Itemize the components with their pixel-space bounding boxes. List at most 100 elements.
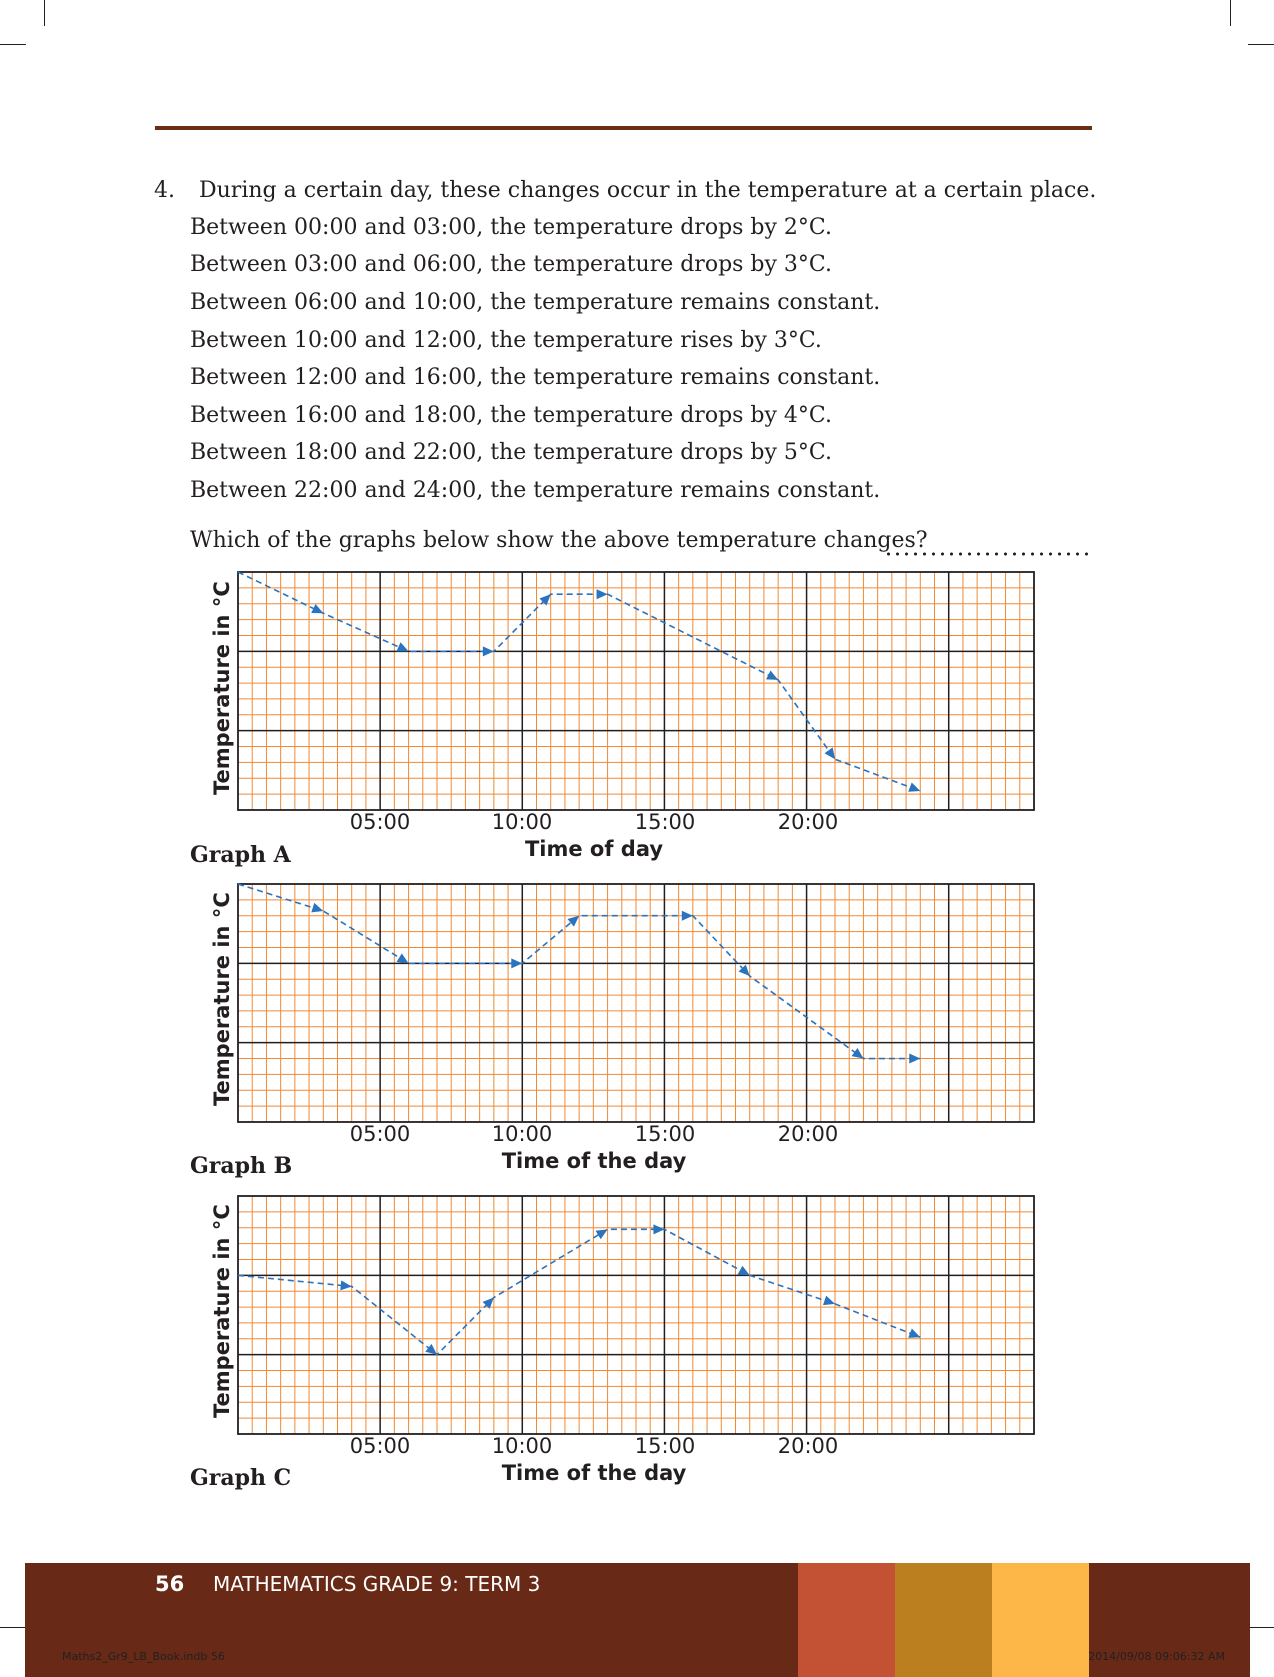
- data-point-arrow: [567, 915, 580, 927]
- statement: Between 03:00 and 06:00, the temperature…: [190, 252, 832, 277]
- arrow-head: [909, 1053, 921, 1064]
- graph-a-plot: [237, 571, 1035, 811]
- statement: Between 16:00 and 18:00, the temperature…: [190, 403, 832, 428]
- x-tick-label: 20:00: [777, 1122, 839, 1146]
- statement: Between 06:00 and 10:00, the temperature…: [190, 290, 881, 315]
- footer-color-block: [798, 1563, 895, 1677]
- answer-line[interactable]: [884, 552, 1092, 556]
- x-tick-label: 10:00: [491, 1434, 553, 1458]
- arrow-head: [567, 915, 580, 927]
- print-slug-date: 2014/09/08 09:06:32 AM: [1088, 1650, 1225, 1663]
- question-intro-line: 4. During a certain day, these changes o…: [154, 178, 1096, 204]
- arrow-head: [539, 594, 551, 606]
- question-intro: During a certain day, these changes occu…: [199, 178, 1097, 203]
- x-tick-label: 05:00: [349, 810, 411, 834]
- top-rule: [155, 126, 1092, 130]
- arrow-head: [482, 646, 494, 657]
- data-point-arrow: [340, 1280, 352, 1291]
- x-tick-label: 10:00: [491, 1122, 553, 1146]
- page-number: 56: [155, 1572, 185, 1596]
- arrow-head: [482, 1297, 494, 1309]
- graph-b-plot: [237, 883, 1035, 1123]
- statement: Between 10:00 and 12:00, the temperature…: [190, 328, 822, 353]
- graph-title: Graph A: [190, 842, 291, 868]
- data-point-arrow: [908, 1328, 921, 1338]
- footer-color-block: [992, 1563, 1089, 1677]
- arrow-head: [340, 1280, 352, 1291]
- data-point-arrow: [511, 958, 523, 969]
- data-point-arrow: [596, 589, 608, 600]
- running-footer-title: MATHEMATICS GRADE 9: TERM 3: [213, 1572, 541, 1596]
- x-tick-label: 15:00: [634, 1122, 696, 1146]
- arrow-head: [396, 642, 409, 652]
- data-point-arrow: [909, 1053, 921, 1064]
- plot-frame: [237, 571, 1035, 811]
- x-tick-label: 20:00: [777, 810, 839, 834]
- x-tick-label: 05:00: [349, 1122, 411, 1146]
- arrow-head: [653, 1224, 665, 1235]
- print-slug-file: Maths2_Gr9_LB_Book.indb 56: [62, 1650, 225, 1663]
- data-point-arrow: [482, 1297, 494, 1309]
- x-tick-label: 15:00: [634, 1434, 696, 1458]
- arrow-head: [396, 953, 409, 964]
- data-point-arrow: [482, 646, 494, 657]
- crop-mark: [44, 0, 45, 26]
- plot-frame: [237, 883, 1035, 1123]
- y-axis-label: Temperature in °C: [210, 1204, 234, 1418]
- arrow-head: [738, 964, 750, 977]
- graph-title: Graph C: [190, 1465, 292, 1491]
- arrow-head: [595, 1229, 608, 1240]
- temperature-line: [237, 883, 921, 1060]
- arrow-head: [824, 747, 835, 760]
- question-number: 4.: [154, 178, 175, 203]
- graph-title: Graph B: [190, 1153, 293, 1179]
- footer-color-block: [895, 1563, 992, 1677]
- data-point-arrow: [396, 642, 409, 652]
- data-point-arrow: [851, 1048, 864, 1059]
- arrow-head: [908, 1328, 921, 1338]
- statement: Between 00:00 and 03:00, the temperature…: [190, 215, 832, 240]
- crop-mark: [0, 1627, 44, 1628]
- x-tick-label: 20:00: [777, 1434, 839, 1458]
- x-tick-label: 10:00: [491, 810, 553, 834]
- data-point-arrow: [425, 1343, 437, 1355]
- footer-band: [25, 1563, 1250, 1677]
- data-point-arrow: [822, 1295, 835, 1306]
- arrow-head: [822, 1295, 835, 1306]
- data-point-arrow: [539, 594, 551, 606]
- crop-mark: [0, 44, 26, 45]
- x-axis-label: Time of the day: [501, 1461, 687, 1485]
- data-point-arrow: [595, 1229, 608, 1240]
- data-point-arrow: [681, 910, 693, 921]
- x-tick-label: 05:00: [349, 1434, 411, 1458]
- data-point-arrow: [738, 964, 750, 977]
- statement: Between 12:00 and 16:00, the temperature…: [190, 365, 881, 390]
- data-point-arrow: [396, 953, 409, 964]
- crop-mark: [1248, 44, 1274, 45]
- x-axis-label: Time of day: [524, 837, 664, 861]
- arrow-head: [425, 1343, 437, 1355]
- x-axis-label: Time of the day: [501, 1149, 687, 1173]
- statement: Between 22:00 and 24:00, the temperature…: [190, 478, 881, 503]
- data-point-arrow: [653, 1224, 665, 1235]
- data-point-arrow: [737, 1265, 750, 1276]
- x-tick-label: 15:00: [634, 810, 696, 834]
- arrow-head: [681, 910, 693, 921]
- arrow-head: [596, 589, 608, 600]
- data-point-arrow: [766, 670, 779, 680]
- arrow-head: [908, 782, 921, 792]
- data-point-arrow: [824, 747, 835, 760]
- data-point-arrow: [311, 603, 324, 614]
- arrow-head: [766, 670, 779, 680]
- graph-c-plot: [237, 1195, 1035, 1435]
- crop-mark: [1234, 1627, 1274, 1628]
- statement: Between 18:00 and 22:00, the temperature…: [190, 440, 832, 465]
- arrow-head: [311, 603, 324, 614]
- question-prompt: Which of the graphs below show the above…: [190, 528, 928, 553]
- plot-frame: [237, 1195, 1035, 1435]
- data-point-arrow: [908, 782, 921, 792]
- arrow-head: [851, 1048, 864, 1059]
- temperature-line: [237, 1228, 921, 1356]
- arrow-head: [311, 902, 324, 913]
- arrow-head: [737, 1265, 750, 1276]
